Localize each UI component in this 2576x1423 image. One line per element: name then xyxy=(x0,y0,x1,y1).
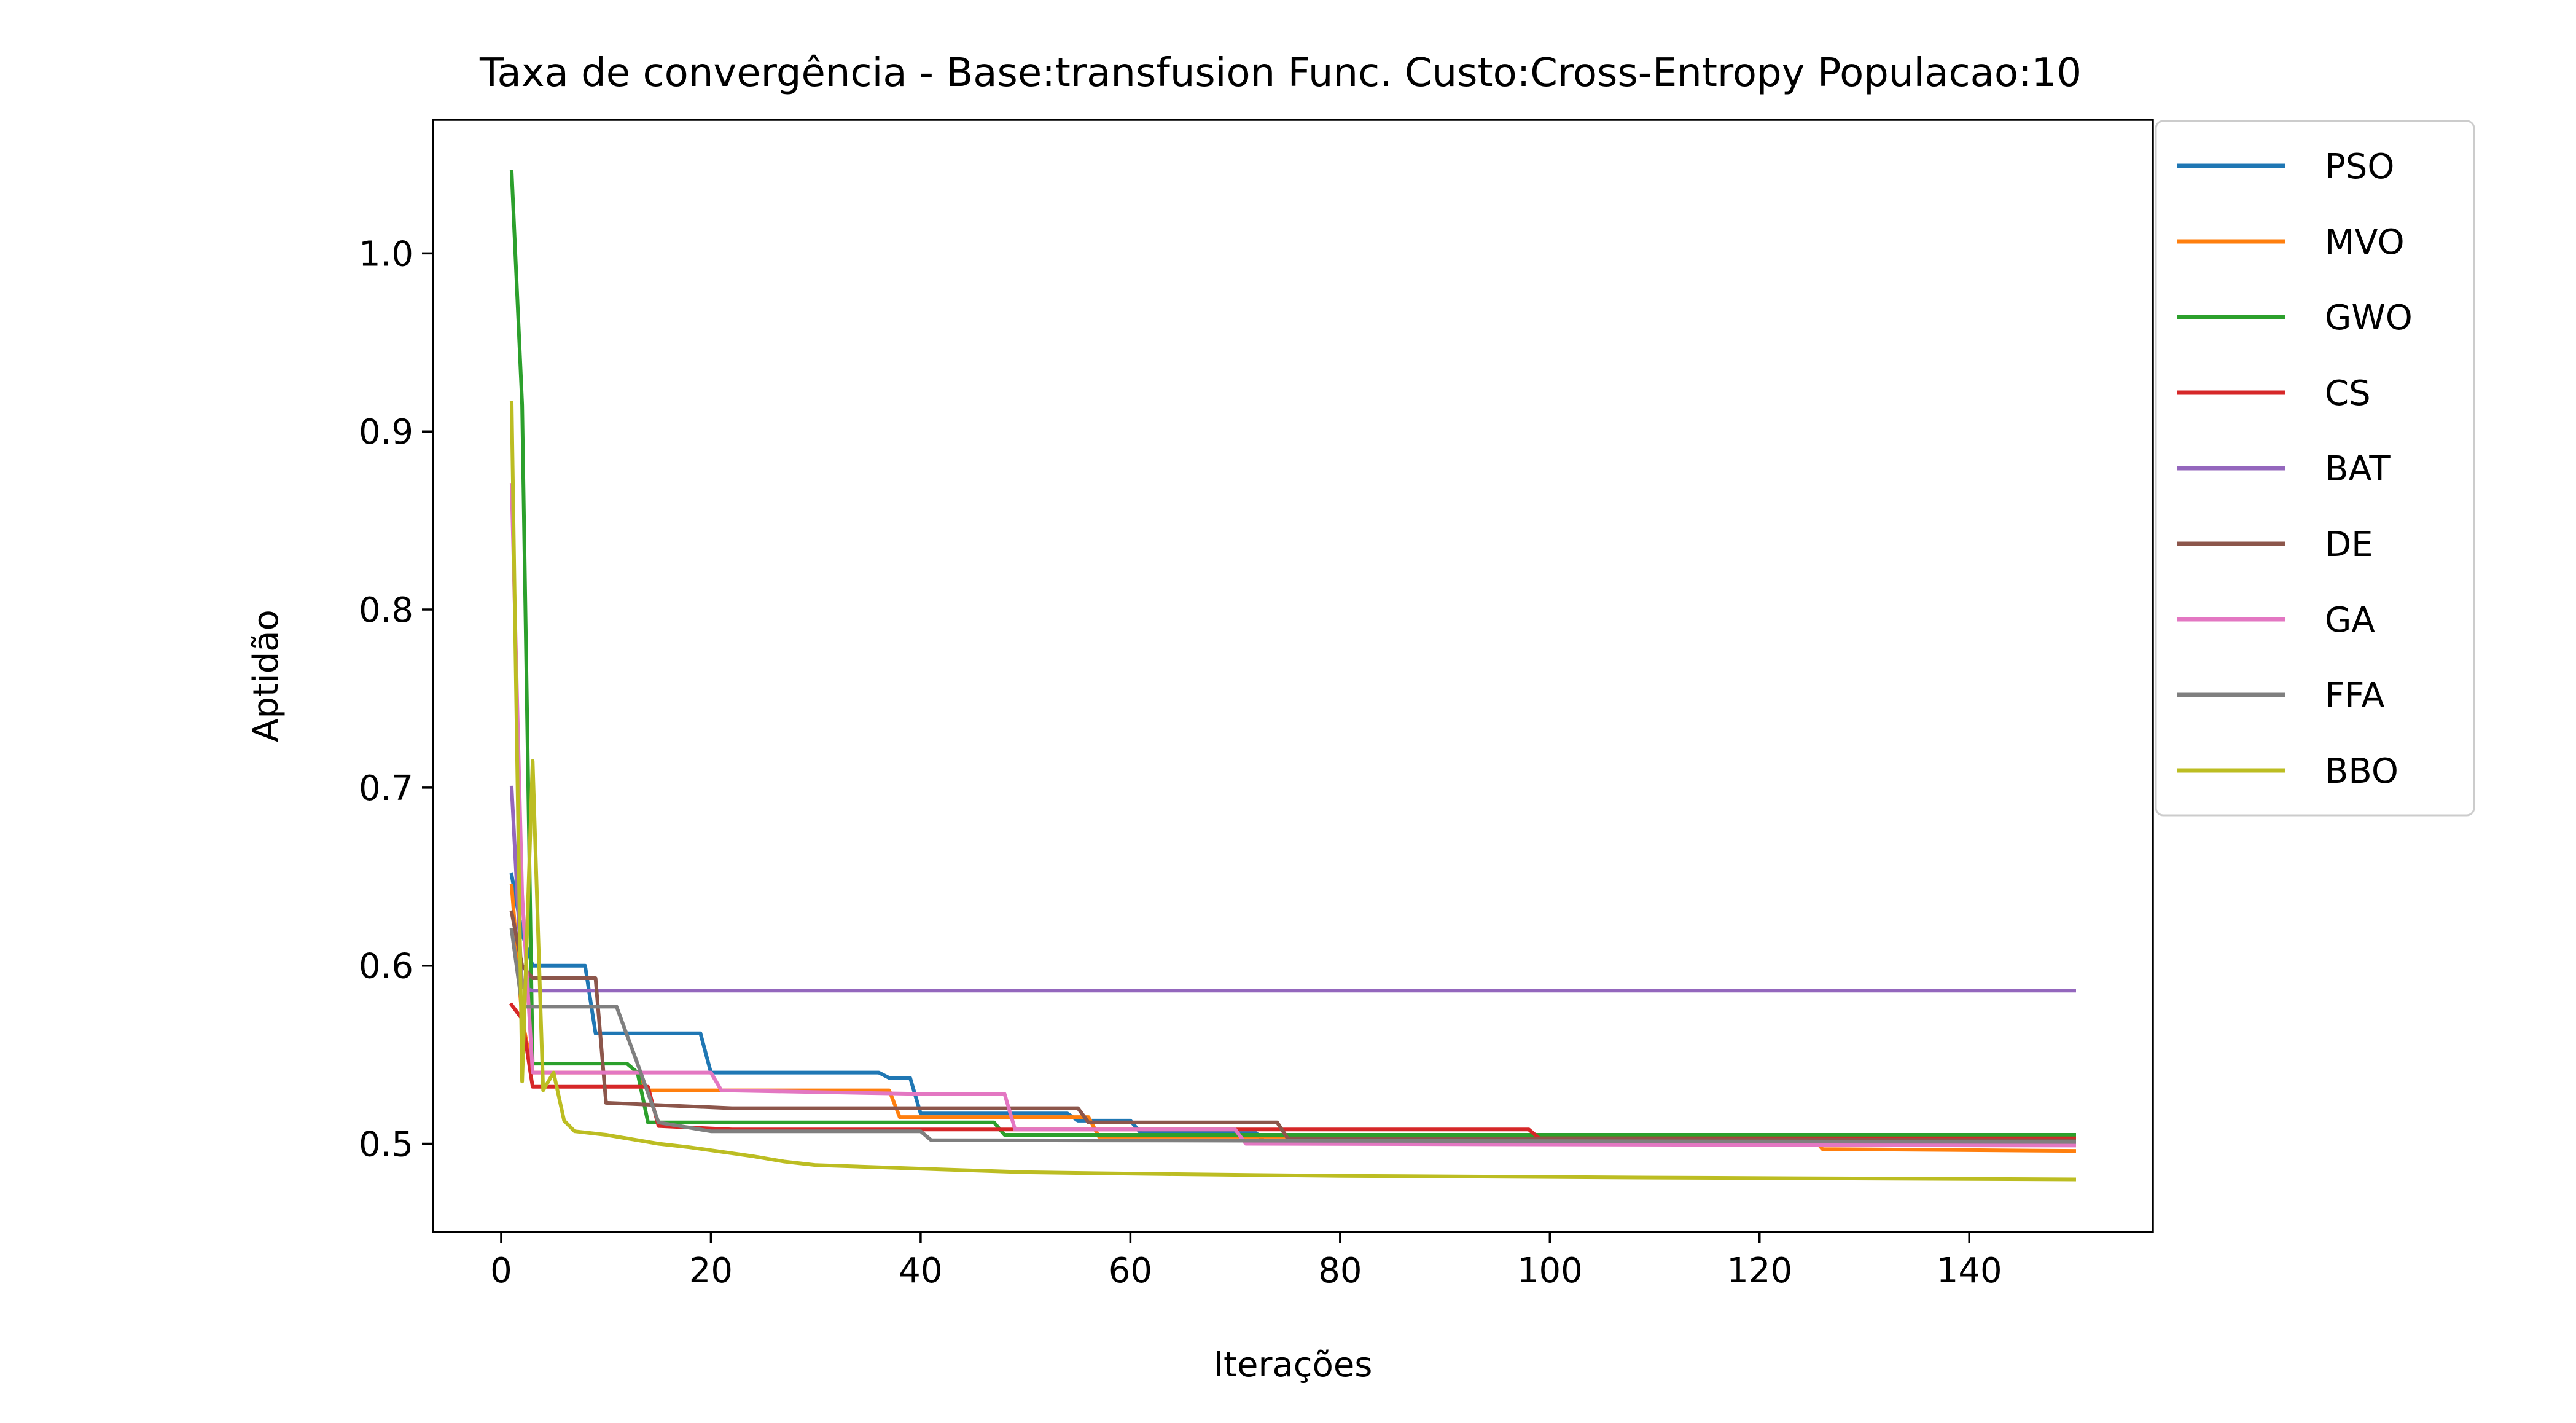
x-tick-label: 100 xyxy=(1517,1251,1583,1291)
legend-items: PSO MVO GWO CS BAT DE GA FFA BBO xyxy=(2177,147,2413,791)
x-tick-label: 80 xyxy=(1318,1251,1362,1291)
legend-label-cs: CS xyxy=(2325,374,2371,414)
y-tick-label: 0.6 xyxy=(359,947,413,987)
x-tick-label: 20 xyxy=(689,1251,733,1291)
legend-label-pso: PSO xyxy=(2325,147,2394,187)
y-tick-label: 0.7 xyxy=(359,769,413,809)
series-line-cs xyxy=(509,1002,2076,1140)
x-tick-label: 40 xyxy=(899,1251,942,1291)
legend-box xyxy=(2155,120,2475,817)
x-tick-label: 120 xyxy=(1727,1251,1792,1291)
legend-label-mvo: MVO xyxy=(2325,222,2405,262)
x-axis: 0 20 40 60 80 100 120 140 xyxy=(490,1232,2002,1291)
chart-title: Taxa de convergência - Base:transfusion … xyxy=(479,50,2082,96)
x-tick-label: 140 xyxy=(1937,1251,2002,1291)
series-line-ga xyxy=(509,483,2077,1148)
y-axis: 0.5 0.6 0.7 0.8 0.9 1.0 xyxy=(359,234,433,1165)
x-tick-label: 0 xyxy=(490,1251,512,1291)
y-axis-label: Aptidão xyxy=(246,610,286,742)
series-line-de xyxy=(509,910,2077,1142)
plot-frame xyxy=(432,119,2154,1233)
y-tick-label: 0.9 xyxy=(359,412,413,452)
legend: PSO MVO GWO CS BAT DE GA FFA BBO xyxy=(2155,120,2475,817)
y-tick-label: 0.8 xyxy=(359,590,413,630)
legend-label-ga: GA xyxy=(2325,600,2375,640)
series-line-bbo xyxy=(509,401,2077,1182)
legend-label-bat: BAT xyxy=(2325,449,2391,489)
legend-label-ffa: FFA xyxy=(2325,676,2385,716)
plot-lines xyxy=(509,169,2077,1182)
legend-label-de: DE xyxy=(2325,525,2373,565)
legend-label-gwo: GWO xyxy=(2325,298,2413,338)
x-axis-label: Iterações xyxy=(1214,1345,1373,1385)
y-tick-label: 0.5 xyxy=(359,1125,413,1165)
x-tick-label: 60 xyxy=(1109,1251,1152,1291)
y-tick-label: 1.0 xyxy=(359,234,413,274)
legend-label-bbo: BBO xyxy=(2325,751,2398,791)
series-line-ffa xyxy=(509,928,2077,1144)
